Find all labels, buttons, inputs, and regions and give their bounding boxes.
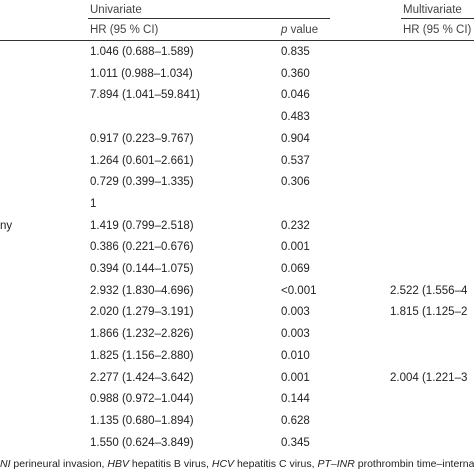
p-value-cell: 0.306 <box>281 176 310 188</box>
p-value-cell: 0.835 <box>281 46 310 58</box>
univariate-hr-cell: 0.729 (0.399–1.335) <box>90 176 194 188</box>
univariate-hr-cell: 2.277 (1.424–3.642) <box>90 372 194 384</box>
p-value-cell: <0.001 <box>281 285 317 297</box>
p-value-cell: 0.003 <box>281 306 310 318</box>
p-value-cell: 0.046 <box>281 89 310 101</box>
p-value-cell: 0.360 <box>281 68 310 80</box>
univariate-header: Univariate <box>90 4 142 16</box>
p-value-column-header: p value <box>281 24 319 36</box>
multivariate-header: Multivariate <box>403 4 462 16</box>
p-value-cell: 0.628 <box>281 415 310 427</box>
multivariate-hr-column-header: HR (95 % CI) <box>403 24 472 36</box>
univariate-hr-cell: 1.135 (0.680–1.894) <box>90 415 194 427</box>
multivariate-underline <box>401 18 474 19</box>
p-value-cell: 0.144 <box>281 393 310 405</box>
univariate-hr-cell: 1 <box>90 198 97 210</box>
univariate-hr-cell: 2.020 (1.279–3.191) <box>90 306 194 318</box>
univariate-hr-cell: 1.866 (1.232–2.826) <box>90 328 194 340</box>
univariate-hr-cell: 7.894 (1.041–59.841) <box>90 89 200 101</box>
univariate-hr-cell: 2.932 (1.830–4.696) <box>90 285 194 297</box>
p-value-cell: 0.003 <box>281 328 310 340</box>
univariate-hr-cell: 1.419 (0.799–2.518) <box>90 220 194 232</box>
multivariate-hr-cell: 2.522 (1.556–4 <box>390 285 468 297</box>
univariate-hr-cell: 1.046 (0.688–1.589) <box>90 46 194 58</box>
univariate-hr-cell: 1.825 (1.156–2.880) <box>90 350 194 362</box>
univariate-hr-cell: 1.550 (0.624–3.849) <box>90 437 194 449</box>
univariate-hr-cell: 0.917 (0.223–9.767) <box>90 133 194 145</box>
p-value-cell: 0.345 <box>281 437 310 449</box>
univariate-underline <box>88 18 330 19</box>
p-value-cell: 0.001 <box>281 241 310 253</box>
hr-column-header: HR (95 % CI) <box>90 24 159 36</box>
p-value-cell: 0.232 <box>281 220 310 232</box>
multivariate-hr-cell: 2.004 (1.221–3 <box>390 372 468 384</box>
table-footnote: NI perineural invasion, HBV hepatitis B … <box>0 458 474 470</box>
univariate-hr-cell: 0.386 (0.221–0.676) <box>90 241 194 253</box>
p-value-cell: 0.537 <box>281 155 310 167</box>
p-value-cell: 0.483 <box>281 111 310 123</box>
univariate-hr-cell: 1.264 (0.601–2.661) <box>90 155 194 167</box>
p-value-cell: 0.904 <box>281 133 310 145</box>
header-rule <box>0 40 474 41</box>
p-value-cell: 0.001 <box>281 372 310 384</box>
p-value-cell: 0.010 <box>281 350 310 362</box>
multivariate-hr-cell: 1.815 (1.125–2 <box>390 306 468 318</box>
univariate-hr-cell: 0.394 (0.144–1.075) <box>90 263 194 275</box>
p-value-cell: 0.069 <box>281 263 310 275</box>
univariate-hr-cell: 0.988 (0.972–1.044) <box>90 393 194 405</box>
row-label: ny <box>0 220 13 232</box>
univariate-hr-cell: 1.011 (0.988–1.034) <box>90 68 193 80</box>
